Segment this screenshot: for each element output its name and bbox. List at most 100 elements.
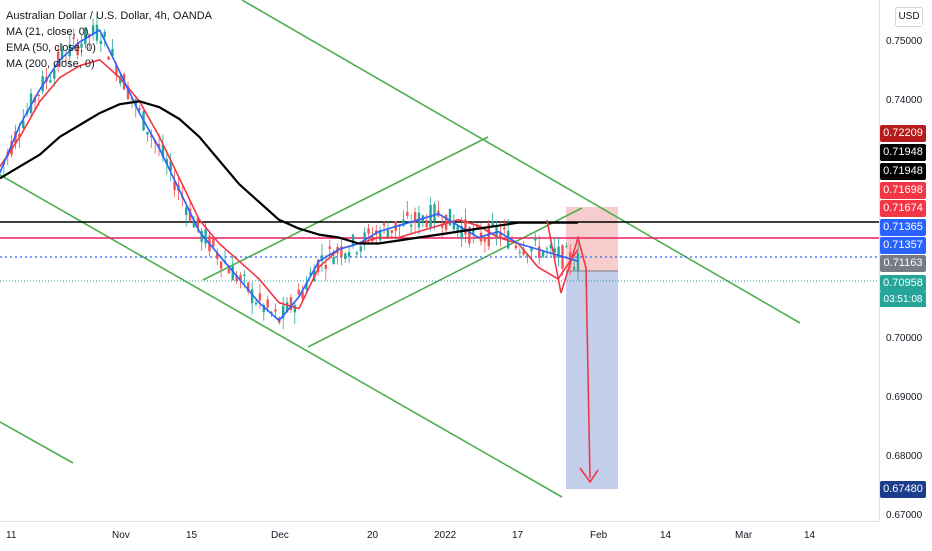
candle-body bbox=[351, 234, 355, 245]
time-tick: 2022 bbox=[434, 530, 457, 541]
candle-body bbox=[545, 248, 549, 250]
candle-body bbox=[173, 181, 176, 191]
candle-body bbox=[541, 251, 545, 257]
price-tick: 0.74000 bbox=[886, 95, 923, 106]
price-tick: 0.68000 bbox=[886, 451, 923, 462]
candle-body bbox=[270, 312, 273, 314]
candle-body bbox=[386, 229, 390, 239]
badge-0: 0.72209 bbox=[880, 125, 926, 142]
time-tick: 14 bbox=[804, 530, 816, 541]
price-tick: 0.69000 bbox=[886, 392, 923, 403]
badge-8: 0.70958 bbox=[880, 275, 926, 292]
ma200-line[interactable] bbox=[0, 100, 578, 245]
candle-body bbox=[328, 246, 331, 249]
badge-9: 0.67480 bbox=[880, 481, 926, 498]
candle-body bbox=[506, 230, 510, 249]
candle-body bbox=[266, 299, 269, 308]
candle-body bbox=[84, 27, 87, 45]
candle-body bbox=[324, 264, 328, 269]
candle-body bbox=[332, 256, 335, 264]
candle-body bbox=[557, 246, 560, 258]
candle-body bbox=[483, 238, 487, 242]
candle-body bbox=[553, 248, 556, 253]
candle-body bbox=[413, 212, 417, 223]
price-tick: 0.67000 bbox=[886, 510, 923, 521]
candle-body bbox=[196, 217, 200, 229]
candle-body bbox=[138, 108, 141, 111]
candle-body bbox=[402, 219, 405, 226]
candle-body bbox=[258, 293, 262, 301]
short-target-zone[interactable] bbox=[566, 271, 618, 489]
candle-body bbox=[18, 133, 21, 137]
candle-body bbox=[363, 232, 366, 245]
badge-3: 0.71698 bbox=[880, 182, 926, 199]
projection-zigzag[interactable] bbox=[546, 219, 591, 479]
badge-2: 0.71948 bbox=[880, 163, 926, 180]
candle-body bbox=[231, 265, 234, 281]
candle-body bbox=[22, 120, 25, 128]
channel-lower-line bbox=[0, 174, 563, 498]
candle-body bbox=[185, 207, 188, 215]
time-tick: 17 bbox=[512, 530, 524, 541]
candle-body bbox=[378, 231, 382, 241]
candle-body bbox=[572, 266, 576, 270]
candle-body bbox=[448, 208, 452, 226]
candle-body bbox=[464, 219, 467, 235]
candle-body bbox=[565, 246, 568, 248]
candle-body bbox=[549, 244, 553, 249]
candle-body bbox=[103, 31, 106, 37]
badge-1: 0.71948 bbox=[880, 144, 926, 161]
candle-body bbox=[281, 305, 285, 319]
trend-channel[interactable] bbox=[0, 0, 801, 498]
candle-body bbox=[107, 56, 110, 60]
candle-body bbox=[347, 252, 351, 257]
candle-body bbox=[491, 221, 494, 226]
candle-body bbox=[60, 49, 64, 60]
candle-body bbox=[161, 144, 165, 157]
currency-button[interactable]: USD bbox=[895, 7, 923, 27]
candle-body bbox=[475, 225, 479, 228]
candle-body bbox=[49, 80, 52, 83]
channel-upper-line bbox=[241, 0, 801, 324]
candle-body bbox=[285, 302, 289, 313]
channel-lower-left-line bbox=[0, 421, 74, 464]
candle-body bbox=[56, 51, 60, 67]
ma21-line[interactable] bbox=[0, 58, 579, 310]
time-axis[interactable] bbox=[0, 521, 880, 551]
badge-5: 0.71365 bbox=[880, 219, 926, 236]
candle-body bbox=[72, 37, 75, 39]
candle-body bbox=[390, 230, 393, 233]
candle-body bbox=[150, 135, 153, 138]
candle-body bbox=[91, 25, 95, 36]
candle-body bbox=[468, 227, 471, 244]
candle-body bbox=[305, 282, 308, 290]
candle-body bbox=[37, 94, 40, 96]
candle-body bbox=[212, 238, 215, 247]
candle-body bbox=[29, 93, 33, 113]
price-tick: 0.70000 bbox=[886, 333, 923, 344]
candle-body bbox=[219, 261, 223, 269]
candle-body bbox=[499, 231, 502, 238]
candle-body bbox=[53, 70, 56, 79]
time-tick: 15 bbox=[186, 530, 198, 541]
projection-arrow-head bbox=[579, 467, 599, 484]
candle-body bbox=[538, 246, 541, 259]
candle-body bbox=[95, 24, 99, 41]
time-tick: 20 bbox=[367, 530, 379, 541]
candle-body bbox=[126, 86, 130, 99]
legend-symbol: Australian Dollar / U.S. Dollar, 4h, OAN… bbox=[6, 10, 213, 22]
candle-body bbox=[297, 289, 300, 295]
candle-body bbox=[41, 76, 44, 92]
legend-ma200[interactable]: MA (200, close, 0) bbox=[6, 58, 95, 70]
candle-body bbox=[514, 245, 518, 249]
candle-body bbox=[534, 237, 537, 241]
candle-body bbox=[188, 208, 192, 221]
legend-ema50[interactable]: EMA (50, close, 0) bbox=[6, 42, 96, 54]
ema50-line[interactable] bbox=[0, 29, 579, 322]
candle-body bbox=[503, 227, 506, 230]
candle-body bbox=[243, 274, 246, 277]
candle-body bbox=[204, 229, 207, 244]
legend-ma21[interactable]: MA (21, close, 0) bbox=[6, 26, 89, 38]
candle-body bbox=[115, 65, 118, 76]
